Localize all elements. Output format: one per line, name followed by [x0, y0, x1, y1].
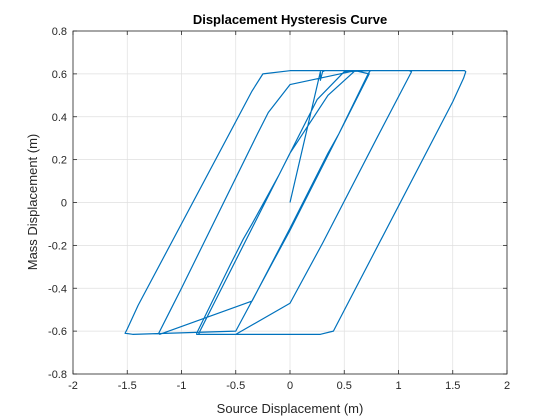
y-tick-label: -0.6 [48, 326, 67, 338]
y-tick-label: 0.2 [52, 155, 67, 167]
ticks: -2 -1.5 -1 -0.5 0 0.5 1 1.5 2 -0.8 -0.6 -0.4 -0.2 0 0.… [48, 26, 510, 392]
hysteresis-series-line [124, 70, 467, 335]
y-tick-label: 0 [61, 198, 67, 210]
x-tick-label: -1 [177, 380, 187, 392]
y-tick-label: -0.8 [48, 369, 67, 381]
y-tick-label: -0.2 [48, 240, 67, 252]
x-tick-label: 0 [287, 380, 293, 392]
x-tick-label: -0.5 [226, 380, 245, 392]
series-layer [124, 70, 467, 335]
y-tick-label: 0.4 [52, 112, 67, 124]
x-axis-label: Source Displacement (m) [217, 401, 364, 416]
x-tick-label: -1.5 [118, 380, 137, 392]
x-tick-label: 0.5 [337, 380, 352, 392]
x-tick-label: -2 [68, 380, 78, 392]
x-tick-label: 1 [395, 380, 401, 392]
chart-title: Displacement Hysteresis Curve [193, 12, 387, 27]
x-tick-label: 1.5 [445, 380, 460, 392]
y-axis-label: Mass Displacement (m) [25, 134, 40, 271]
y-tick-label: 0.8 [52, 26, 67, 38]
y-tick-label: -0.4 [48, 283, 67, 295]
x-tick-label: 2 [504, 380, 510, 392]
y-tick-label: 0.6 [52, 69, 67, 81]
